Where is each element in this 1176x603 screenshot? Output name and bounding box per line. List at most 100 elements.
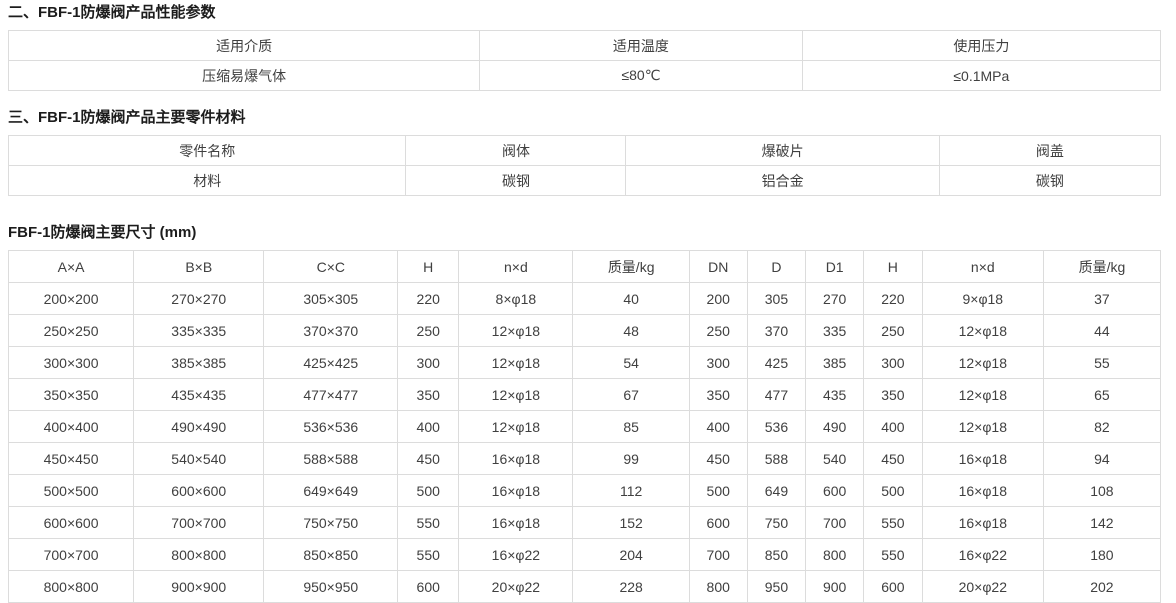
table-cell: 250 bbox=[688, 314, 748, 347]
table-cell: 12×φ18 bbox=[458, 378, 574, 411]
table-cell: 588×588 bbox=[263, 442, 399, 475]
table-cell: 950×950 bbox=[263, 570, 399, 603]
table-cell: 16×φ18 bbox=[458, 442, 574, 475]
table-cell: 67 bbox=[572, 378, 690, 411]
table-row: 材料 碳钢 铝合金 碳钢 bbox=[7, 165, 1162, 196]
table-row: 500×500 600×600 649×649 500 16×φ18 112 500 649 6… bbox=[7, 474, 1162, 507]
table-row: 350×350 435×435 477×477 350 12×φ18 67 350 477 43… bbox=[7, 378, 1162, 411]
table-cell: 20×φ22 bbox=[458, 570, 574, 603]
table-cell: 700×700 bbox=[133, 506, 265, 539]
table-cell: 450 bbox=[862, 442, 923, 475]
table-cell: 425×425 bbox=[263, 346, 399, 379]
column-header-cell: DN bbox=[688, 250, 748, 283]
table-cell: 400 bbox=[397, 410, 460, 443]
table-cell: 900 bbox=[805, 570, 864, 603]
table-row: 300×300 385×385 425×425 300 12×φ18 54 300 425 38… bbox=[7, 346, 1162, 379]
table-row: 压缩易爆气体 ≤80℃ ≤0.1MPa bbox=[7, 60, 1162, 91]
table-row: 450×450 540×540 588×588 450 16×φ18 99 450 588 54… bbox=[7, 442, 1162, 475]
table-cell: 490 bbox=[805, 410, 864, 443]
table-cell: 540×540 bbox=[133, 442, 265, 475]
table-cell: 16×φ18 bbox=[921, 506, 1044, 539]
table-row: 700×700 800×800 850×850 550 16×φ22 204 700 850 8… bbox=[7, 538, 1162, 571]
column-header-cell: 适用介质 bbox=[7, 30, 481, 61]
table-cell: 65 bbox=[1042, 378, 1162, 411]
performance-section-title: 二、FBF-1防爆阀产品性能参数 bbox=[8, 4, 216, 21]
table-cell: 950 bbox=[746, 570, 807, 603]
table-cell: 85 bbox=[572, 410, 690, 443]
table-cell: 碳钢 bbox=[405, 165, 627, 196]
table-row: 600×600 700×700 750×750 550 16×φ18 152 600 750 7… bbox=[7, 506, 1162, 539]
table-cell: 350 bbox=[397, 378, 460, 411]
materials-table: 零件名称 阀体 爆破片 阀盖 材料 碳钢 铝合金 碳钢 bbox=[7, 135, 1162, 196]
column-header-cell: H bbox=[862, 250, 923, 283]
table-cell: 400 bbox=[688, 410, 748, 443]
table-cell: ≤0.1MPa bbox=[801, 60, 1162, 91]
table-cell: 435×435 bbox=[133, 378, 265, 411]
table-cell: 350 bbox=[862, 378, 923, 411]
table-cell: 220 bbox=[862, 282, 923, 315]
column-header-cell: 质量/kg bbox=[1042, 250, 1162, 283]
table-cell: 550 bbox=[397, 538, 460, 571]
table-cell: 550 bbox=[397, 506, 460, 539]
materials-section-title: 三、FBF-1防爆阀产品主要零件材料 bbox=[8, 109, 246, 126]
table-cell: 477×477 bbox=[263, 378, 399, 411]
table-cell: 550 bbox=[862, 538, 923, 571]
table-cell: 500×500 bbox=[7, 474, 135, 507]
table-cell: 270×270 bbox=[133, 282, 265, 315]
table-cell: 99 bbox=[572, 442, 690, 475]
table-cell: 335 bbox=[805, 314, 864, 347]
column-header-cell: 零件名称 bbox=[7, 135, 407, 166]
table-cell: 220 bbox=[397, 282, 460, 315]
column-header-cell: n×d bbox=[458, 250, 574, 283]
table-cell: 600 bbox=[862, 570, 923, 603]
table-cell: 700 bbox=[805, 506, 864, 539]
column-header-cell: A×A bbox=[7, 250, 135, 283]
table-cell: 450×450 bbox=[7, 442, 135, 475]
table-cell: 300 bbox=[397, 346, 460, 379]
table-cell: 540 bbox=[805, 442, 864, 475]
table-cell: 12×φ18 bbox=[921, 410, 1044, 443]
table-row: 200×200 270×270 305×305 220 8×φ18 40 200 305 270… bbox=[7, 282, 1162, 315]
table-cell: 250 bbox=[862, 314, 923, 347]
table-cell: 12×φ18 bbox=[458, 314, 574, 347]
table-cell: 16×φ22 bbox=[921, 538, 1044, 571]
table-cell: 16×φ22 bbox=[458, 538, 574, 571]
table-cell: 12×φ18 bbox=[921, 346, 1044, 379]
table-cell: 300×300 bbox=[7, 346, 135, 379]
table-cell: 228 bbox=[572, 570, 690, 603]
table-cell: 8×φ18 bbox=[458, 282, 574, 315]
table-cell: 500 bbox=[862, 474, 923, 507]
table-cell: 12×φ18 bbox=[921, 314, 1044, 347]
table-cell: 850 bbox=[746, 538, 807, 571]
table-cell: 250 bbox=[397, 314, 460, 347]
table-cell: 16×φ18 bbox=[458, 506, 574, 539]
table-cell: 450 bbox=[688, 442, 748, 475]
table-cell: 536×536 bbox=[263, 410, 399, 443]
table-cell: 20×φ22 bbox=[921, 570, 1044, 603]
table-cell: 材料 bbox=[7, 165, 407, 196]
table-cell: 108 bbox=[1042, 474, 1162, 507]
table-cell: 压缩易爆气体 bbox=[7, 60, 481, 91]
column-header-cell: 使用压力 bbox=[801, 30, 1162, 61]
column-header-cell: 适用温度 bbox=[479, 30, 803, 61]
table-cell: 450 bbox=[397, 442, 460, 475]
table-cell: 600×600 bbox=[133, 474, 265, 507]
table-cell: 202 bbox=[1042, 570, 1162, 603]
table-cell: 12×φ18 bbox=[921, 378, 1044, 411]
table-row: 400×400 490×490 536×536 400 12×φ18 85 400 536 49… bbox=[7, 410, 1162, 443]
table-cell: 370×370 bbox=[263, 314, 399, 347]
table-cell: 200 bbox=[688, 282, 748, 315]
table-cell: 9×φ18 bbox=[921, 282, 1044, 315]
table-cell: 435 bbox=[805, 378, 864, 411]
table-cell: 94 bbox=[1042, 442, 1162, 475]
table-cell: 200×200 bbox=[7, 282, 135, 315]
column-header-cell: H bbox=[397, 250, 460, 283]
table-cell: 649×649 bbox=[263, 474, 399, 507]
column-header-cell: C×C bbox=[263, 250, 399, 283]
table-cell: 16×φ18 bbox=[921, 474, 1044, 507]
table-cell: 54 bbox=[572, 346, 690, 379]
table-cell: 305 bbox=[746, 282, 807, 315]
table-cell: 600 bbox=[805, 474, 864, 507]
